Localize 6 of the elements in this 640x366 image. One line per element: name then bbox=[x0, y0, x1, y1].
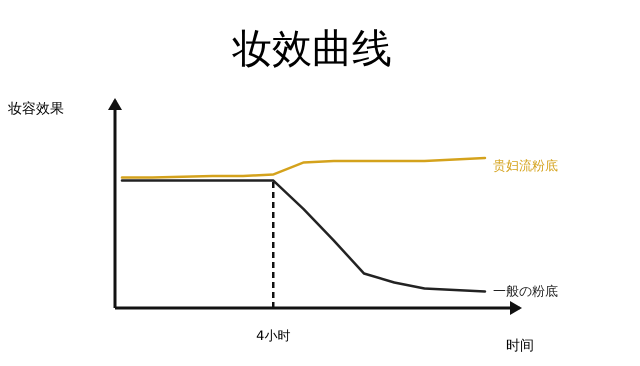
y-axis-title: 妆容效果 bbox=[8, 101, 64, 117]
chart-title: 妆效曲线 bbox=[232, 26, 392, 72]
series-label: 一般の粉底 bbox=[493, 284, 558, 300]
text: 4小时 bbox=[256, 329, 290, 344]
series-label: 贵妇流粉底 bbox=[493, 158, 558, 174]
x-axis-title: 时间 bbox=[506, 338, 534, 354]
